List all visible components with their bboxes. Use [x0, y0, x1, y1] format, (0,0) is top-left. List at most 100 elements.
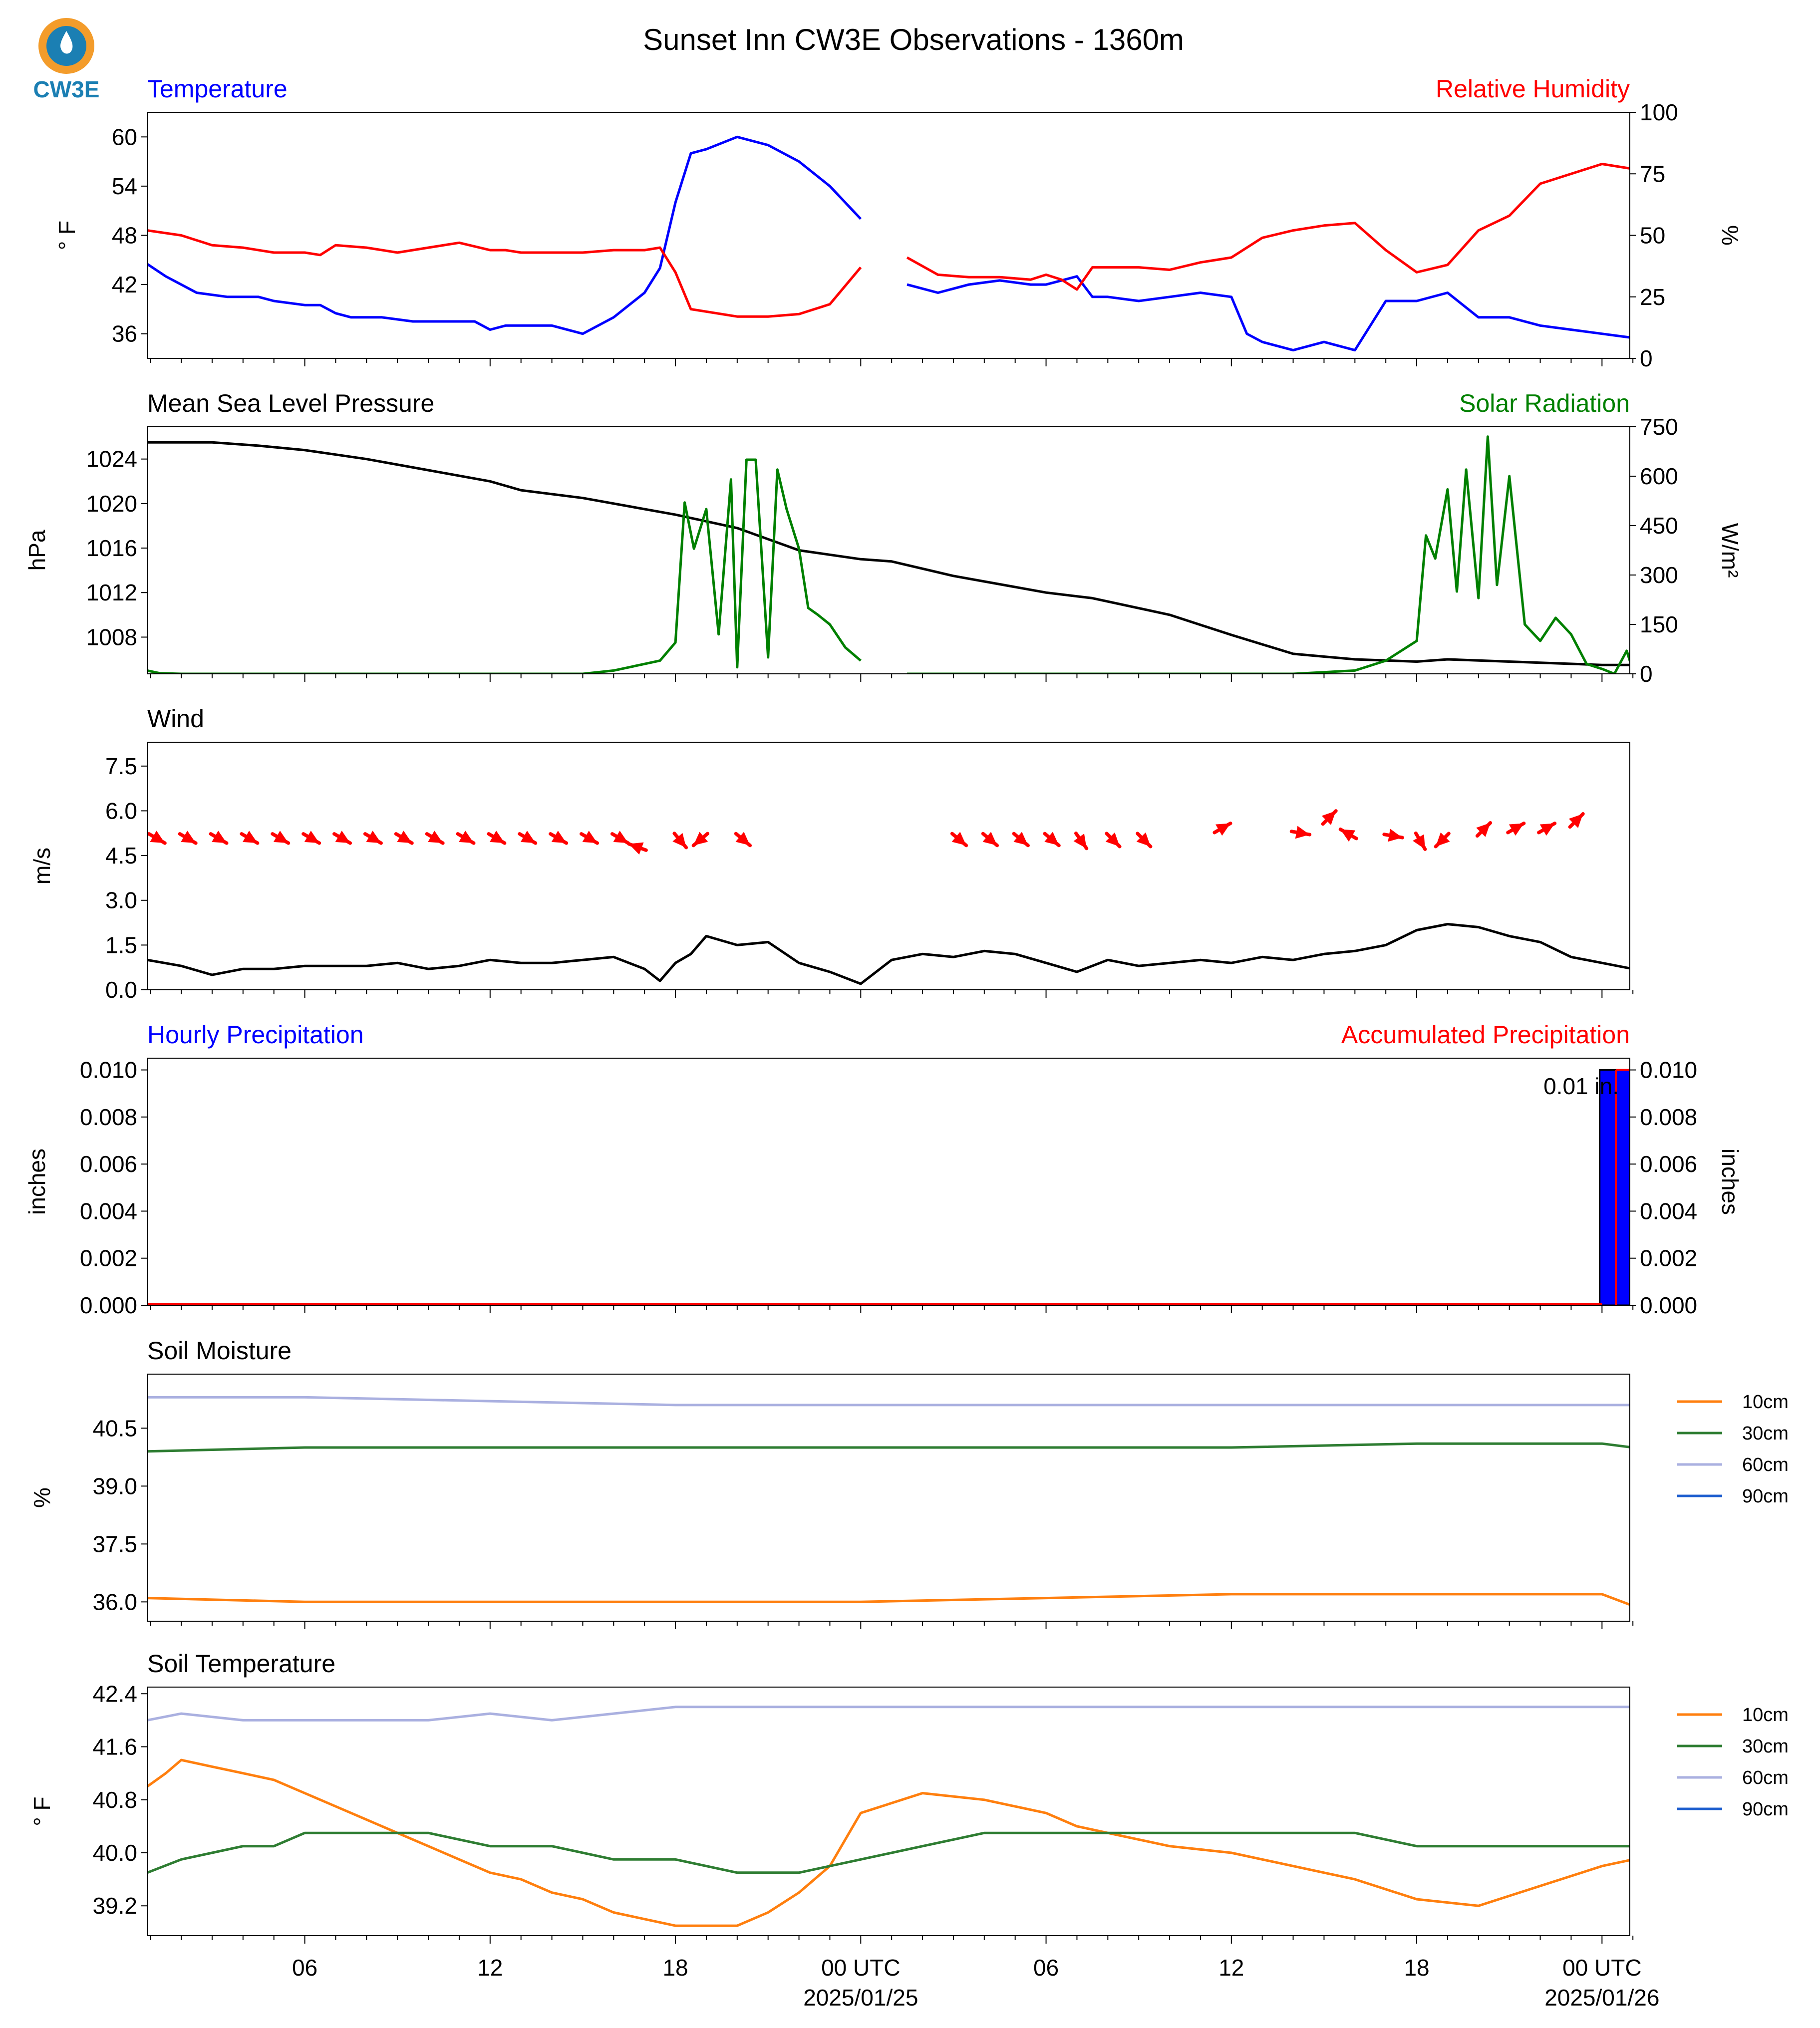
legend-label: 30cm: [1742, 1423, 1789, 1444]
wind-arrow-head: [693, 832, 708, 846]
y-axis-label: %: [29, 1487, 55, 1508]
series-line-60cm: [147, 1396, 1630, 1407]
wind-arrow-head: [1321, 811, 1336, 825]
panel-2: Mean Sea Level Pressure Solar Radiation 10…: [24, 389, 1743, 687]
y-tick-label: 0.006: [80, 1151, 137, 1177]
y-axis-label: hPa: [24, 530, 50, 571]
wind-arrow-head: [1388, 829, 1403, 842]
legend-label: 10cm: [1742, 1392, 1789, 1413]
y-tick-label: 40.0: [92, 1840, 137, 1866]
y-axis-label: inches: [24, 1149, 50, 1215]
y-tick-label: 36.0: [92, 1589, 137, 1615]
y-tick-label: 0.002: [80, 1245, 137, 1271]
wind-arrow-head: [735, 832, 750, 846]
panel-title-left: Hourly Precipitation: [147, 1021, 364, 1049]
legend-label: 60cm: [1742, 1454, 1789, 1475]
panel-title-right: Relative Humidity: [1436, 75, 1630, 103]
cw3e-logo: CW3E: [33, 18, 99, 102]
y2-tick-label: 300: [1640, 562, 1678, 588]
y2-tick-label: 750: [1640, 414, 1678, 440]
y-tick-label: 40.8: [92, 1787, 137, 1813]
y-tick-label: 0.008: [80, 1104, 137, 1130]
y-axis-label: m/s: [29, 848, 55, 884]
wind-arrow-head: [273, 831, 289, 844]
panel-title-left: Mean Sea Level Pressure: [147, 389, 434, 417]
panel-frame: [147, 1687, 1630, 1936]
x-tick-label: 06: [1033, 1955, 1059, 1981]
panel-title-right: Solar Radiation: [1459, 389, 1630, 417]
y-axis-label: ° F: [29, 1796, 55, 1826]
series-line-30cm: [147, 1831, 1630, 1874]
y2-tick-label: 0: [1640, 345, 1653, 371]
legend: 10cm 30cm 60cm 90cm: [1677, 1392, 1789, 1507]
y-tick-label: 6.0: [105, 798, 137, 824]
wind-arrow-head: [335, 831, 350, 844]
y-tick-label: 39.0: [92, 1473, 137, 1499]
series-line-s1: [907, 275, 1630, 352]
wind-arrow-head: [304, 831, 319, 844]
series-line-s0: [147, 923, 1630, 985]
series-line-s2: [907, 435, 1630, 674]
legend-label: 60cm: [1742, 1767, 1789, 1788]
y-tick-label: 0.010: [80, 1057, 137, 1083]
plot-area: [147, 809, 1630, 985]
wind-arrow-head: [490, 831, 505, 844]
wind-arrow-head: [1044, 832, 1059, 846]
y2-axis-label: inches: [1717, 1149, 1743, 1215]
wind-arrow-head: [459, 831, 474, 844]
panel-5: Soil Moisture 36.0 37.5 39.0 40.5% 10cm 30cm 60…: [29, 1337, 1789, 1629]
legend-label: 90cm: [1742, 1799, 1789, 1820]
y2-tick-label: 25: [1640, 284, 1665, 310]
wind-arrow-head: [181, 831, 196, 844]
panel-6: Soil Temperature 39.2 40.0 40.8 41.6 42.4 ° F 1…: [29, 1650, 1789, 1944]
legend-label: 10cm: [1742, 1705, 1789, 1726]
panel-1: Temperature Relative Humidity 36 42 48 54 60 0 2…: [54, 75, 1743, 371]
y-tick-label: 0.000: [80, 1292, 137, 1318]
wind-arrow-head: [1340, 829, 1356, 842]
panel-title-left: Soil Moisture: [147, 1337, 292, 1365]
x-date-label: 2025/01/25: [803, 1985, 918, 2011]
series-line-60cm: [147, 1706, 1630, 1722]
plot-area: [147, 135, 1630, 352]
precip-bar: [1599, 1069, 1630, 1305]
y2-tick-label: 75: [1640, 161, 1665, 187]
wind-arrow-head: [1436, 832, 1450, 847]
panel-frame: [147, 742, 1630, 990]
wind-arrow-head: [982, 832, 997, 846]
wind-arrow-head: [520, 831, 536, 844]
wind-arrow-head: [428, 831, 443, 844]
x-tick-label: 18: [662, 1955, 688, 1981]
wind-arrow-head: [243, 831, 258, 844]
y2-tick-label: 0.008: [1640, 1104, 1697, 1130]
panel-frame: [147, 112, 1630, 359]
y2-axis-label: W/m²: [1717, 523, 1743, 578]
wind-arrow-head: [1568, 814, 1583, 828]
y-tick-label: 41.6: [92, 1734, 137, 1760]
y-tick-label: 1016: [86, 535, 137, 561]
panel-title-right: Accumulated Precipitation: [1341, 1021, 1630, 1049]
y2-tick-label: 50: [1640, 223, 1665, 249]
panel-3: Wind 0.0 1.5 3.0 4.5 6.0 7.5 m/s: [29, 705, 1634, 1003]
series-line-s0: [147, 135, 862, 335]
y-tick-label: 42: [112, 272, 137, 297]
y-tick-label: 39.2: [92, 1893, 137, 1919]
y2-tick-label: 0.002: [1640, 1245, 1697, 1271]
y-tick-label: 37.5: [92, 1531, 137, 1557]
wind-arrow-head: [212, 831, 227, 844]
panel-title-left: Soil Temperature: [147, 1650, 335, 1678]
y-tick-label: 42.4: [92, 1681, 137, 1707]
y-axis-label: ° F: [54, 221, 80, 250]
y2-tick-label: 100: [1640, 99, 1678, 125]
y-tick-label: 54: [112, 173, 137, 199]
y2-tick-label: 0.006: [1640, 1151, 1697, 1177]
wind-arrow-head: [1539, 823, 1555, 836]
legend-label: 30cm: [1742, 1736, 1789, 1757]
wind-arrow-head: [1295, 826, 1310, 839]
panel-frame: [147, 426, 1630, 674]
x-tick-label: 00 UTC: [821, 1955, 900, 1981]
series-line-10cm: [147, 1593, 1630, 1606]
x-tick-label: 12: [477, 1955, 503, 1981]
wind-arrow-head: [582, 831, 598, 844]
wind-arrow-head: [628, 842, 644, 855]
